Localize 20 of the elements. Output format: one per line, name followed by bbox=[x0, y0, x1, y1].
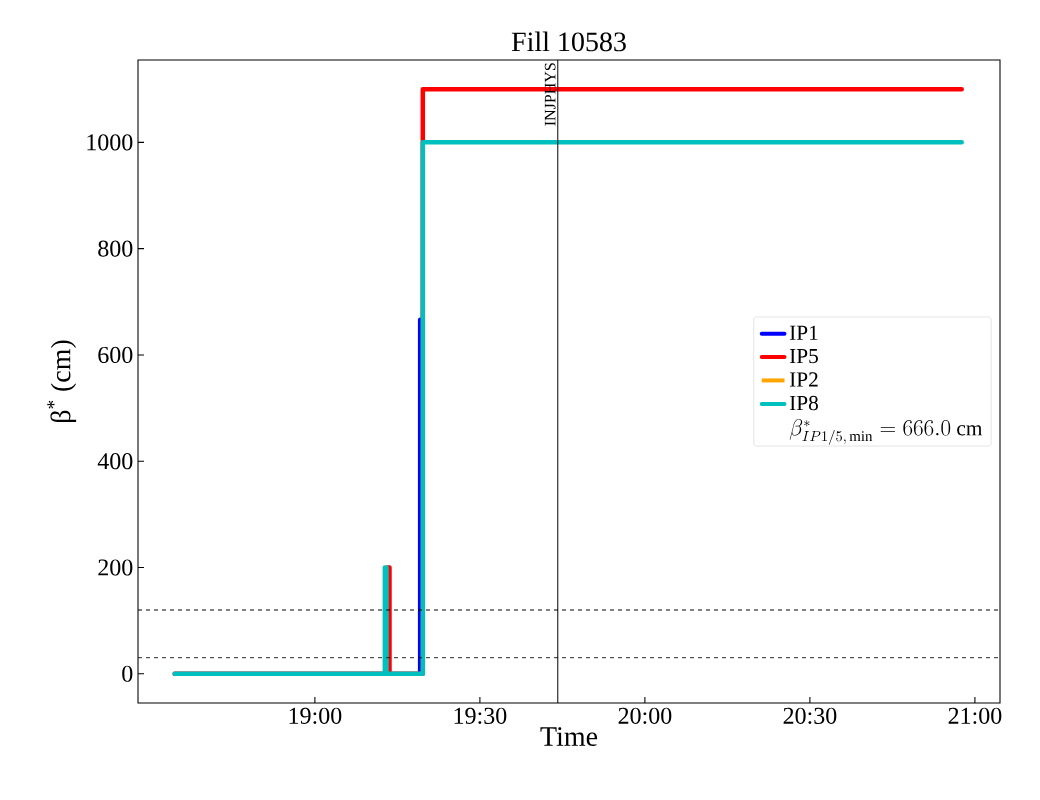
legend-label: IP2 bbox=[789, 372, 818, 387]
x-tick-label: 20:30 bbox=[783, 707, 837, 724]
x-tick-label: 21:00 bbox=[948, 707, 1002, 724]
legend-label: IP8 bbox=[789, 395, 818, 411]
y-tick-label: 1000 bbox=[87, 134, 133, 151]
y-axis-title: β$^{*}$ (cm) bbox=[47, 340, 77, 422]
x-tick-label: 20:00 bbox=[618, 707, 672, 724]
y-tick-label: 0 bbox=[122, 665, 133, 682]
y-tick-label: 200 bbox=[98, 559, 133, 576]
y-tick-label: 600 bbox=[98, 346, 133, 364]
legend-label: IP5 bbox=[789, 349, 818, 364]
y-tick-label: 800 bbox=[98, 240, 133, 257]
x-tick-label: 19:30 bbox=[454, 707, 507, 724]
y-tick-label: 400 bbox=[97, 453, 133, 470]
legend-label: IP1 bbox=[789, 325, 818, 340]
x-tick-label: 19:00 bbox=[289, 707, 342, 724]
ref-line-label: INJPHYS bbox=[544, 63, 556, 126]
annotation: $\beta^{*}_{IP1/5,\,\min} = 666.0\ \mathrm{cm}$ bbox=[789, 419, 983, 445]
chart-title: Fill 10583 bbox=[511, 31, 626, 52]
x-axis-title: Time bbox=[540, 727, 598, 746]
